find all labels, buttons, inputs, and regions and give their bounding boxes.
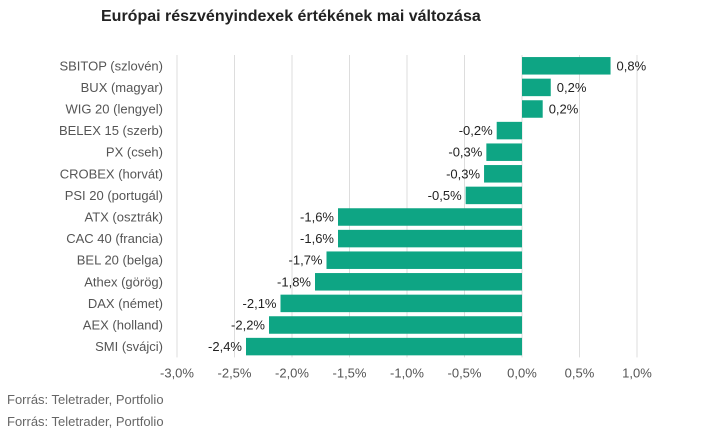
x-tick-label: -1,5% [333, 365, 367, 380]
x-tick-label: 0,0% [507, 365, 537, 380]
bar [338, 230, 522, 248]
data-label: -2,4% [208, 339, 242, 354]
bar-chart: SBITOP (szlovén) BUX (magyar) WIG 20 (leng… [0, 0, 713, 441]
category-label: CAC 40 (francia) [66, 231, 163, 246]
x-tick-label: -2,5% [218, 365, 252, 380]
bar [281, 295, 523, 313]
data-label: -1,6% [300, 231, 334, 246]
bar [522, 100, 543, 118]
x-tick-label: -2,0% [275, 365, 309, 380]
bar [315, 273, 522, 291]
data-label: -1,8% [277, 274, 311, 289]
data-label: -2,2% [231, 318, 265, 333]
category-labels: SBITOP (szlovén) BUX (magyar) WIG 20 (leng… [59, 58, 163, 354]
category-label: BELEX 15 (szerb) [59, 123, 163, 138]
data-label: -2,1% [243, 296, 277, 311]
category-label: SMI (svájci) [95, 339, 163, 354]
data-label: 0,2% [549, 102, 579, 117]
bar [327, 251, 523, 269]
x-tick-label: -0,5% [448, 365, 482, 380]
bar [338, 208, 522, 226]
data-label: 0,8% [617, 58, 647, 73]
data-label: -0,5% [428, 188, 462, 203]
category-label: BUX (magyar) [81, 80, 163, 95]
x-tick-label: -1,0% [390, 365, 424, 380]
category-label: PSI 20 (portugál) [65, 188, 163, 203]
source-note: Forrás: Teletrader, Portfolio [7, 392, 164, 407]
category-label: Athex (görög) [84, 274, 163, 289]
data-label: -1,6% [300, 210, 334, 225]
bar [497, 122, 522, 140]
bar [522, 79, 551, 97]
x-tick-labels: -3,0% -2,5% -2,0% -1,5% -1,0% -0,5% 0,0% 0,5% 1,… [160, 365, 652, 380]
category-label: DAX (német) [88, 296, 163, 311]
bar [486, 143, 522, 161]
bar [269, 316, 522, 334]
bar [466, 187, 522, 205]
data-label: -1,7% [289, 253, 323, 268]
x-tick-label: 0,5% [565, 365, 595, 380]
source-note: Forrás: Teletrader, Portfolio [7, 414, 164, 429]
category-label: SBITOP (szlovén) [59, 58, 163, 73]
category-label: CROBEX (horvát) [60, 166, 163, 181]
category-label: BEL 20 (belga) [77, 253, 163, 268]
x-tick-label: 1,0% [622, 365, 652, 380]
data-label: -0,3% [448, 145, 482, 160]
bar [522, 57, 611, 75]
data-label: 0,2% [557, 80, 587, 95]
category-label: AEX (holland) [83, 318, 163, 333]
category-label: PX (cseh) [106, 145, 163, 160]
x-tick-label: -3,0% [160, 365, 194, 380]
category-label: ATX (osztrák) [85, 210, 164, 225]
data-label: -0,3% [446, 166, 480, 181]
data-label: -0,2% [459, 123, 493, 138]
bar [484, 165, 522, 183]
bar [246, 338, 522, 356]
category-label: WIG 20 (lengyel) [65, 102, 163, 117]
